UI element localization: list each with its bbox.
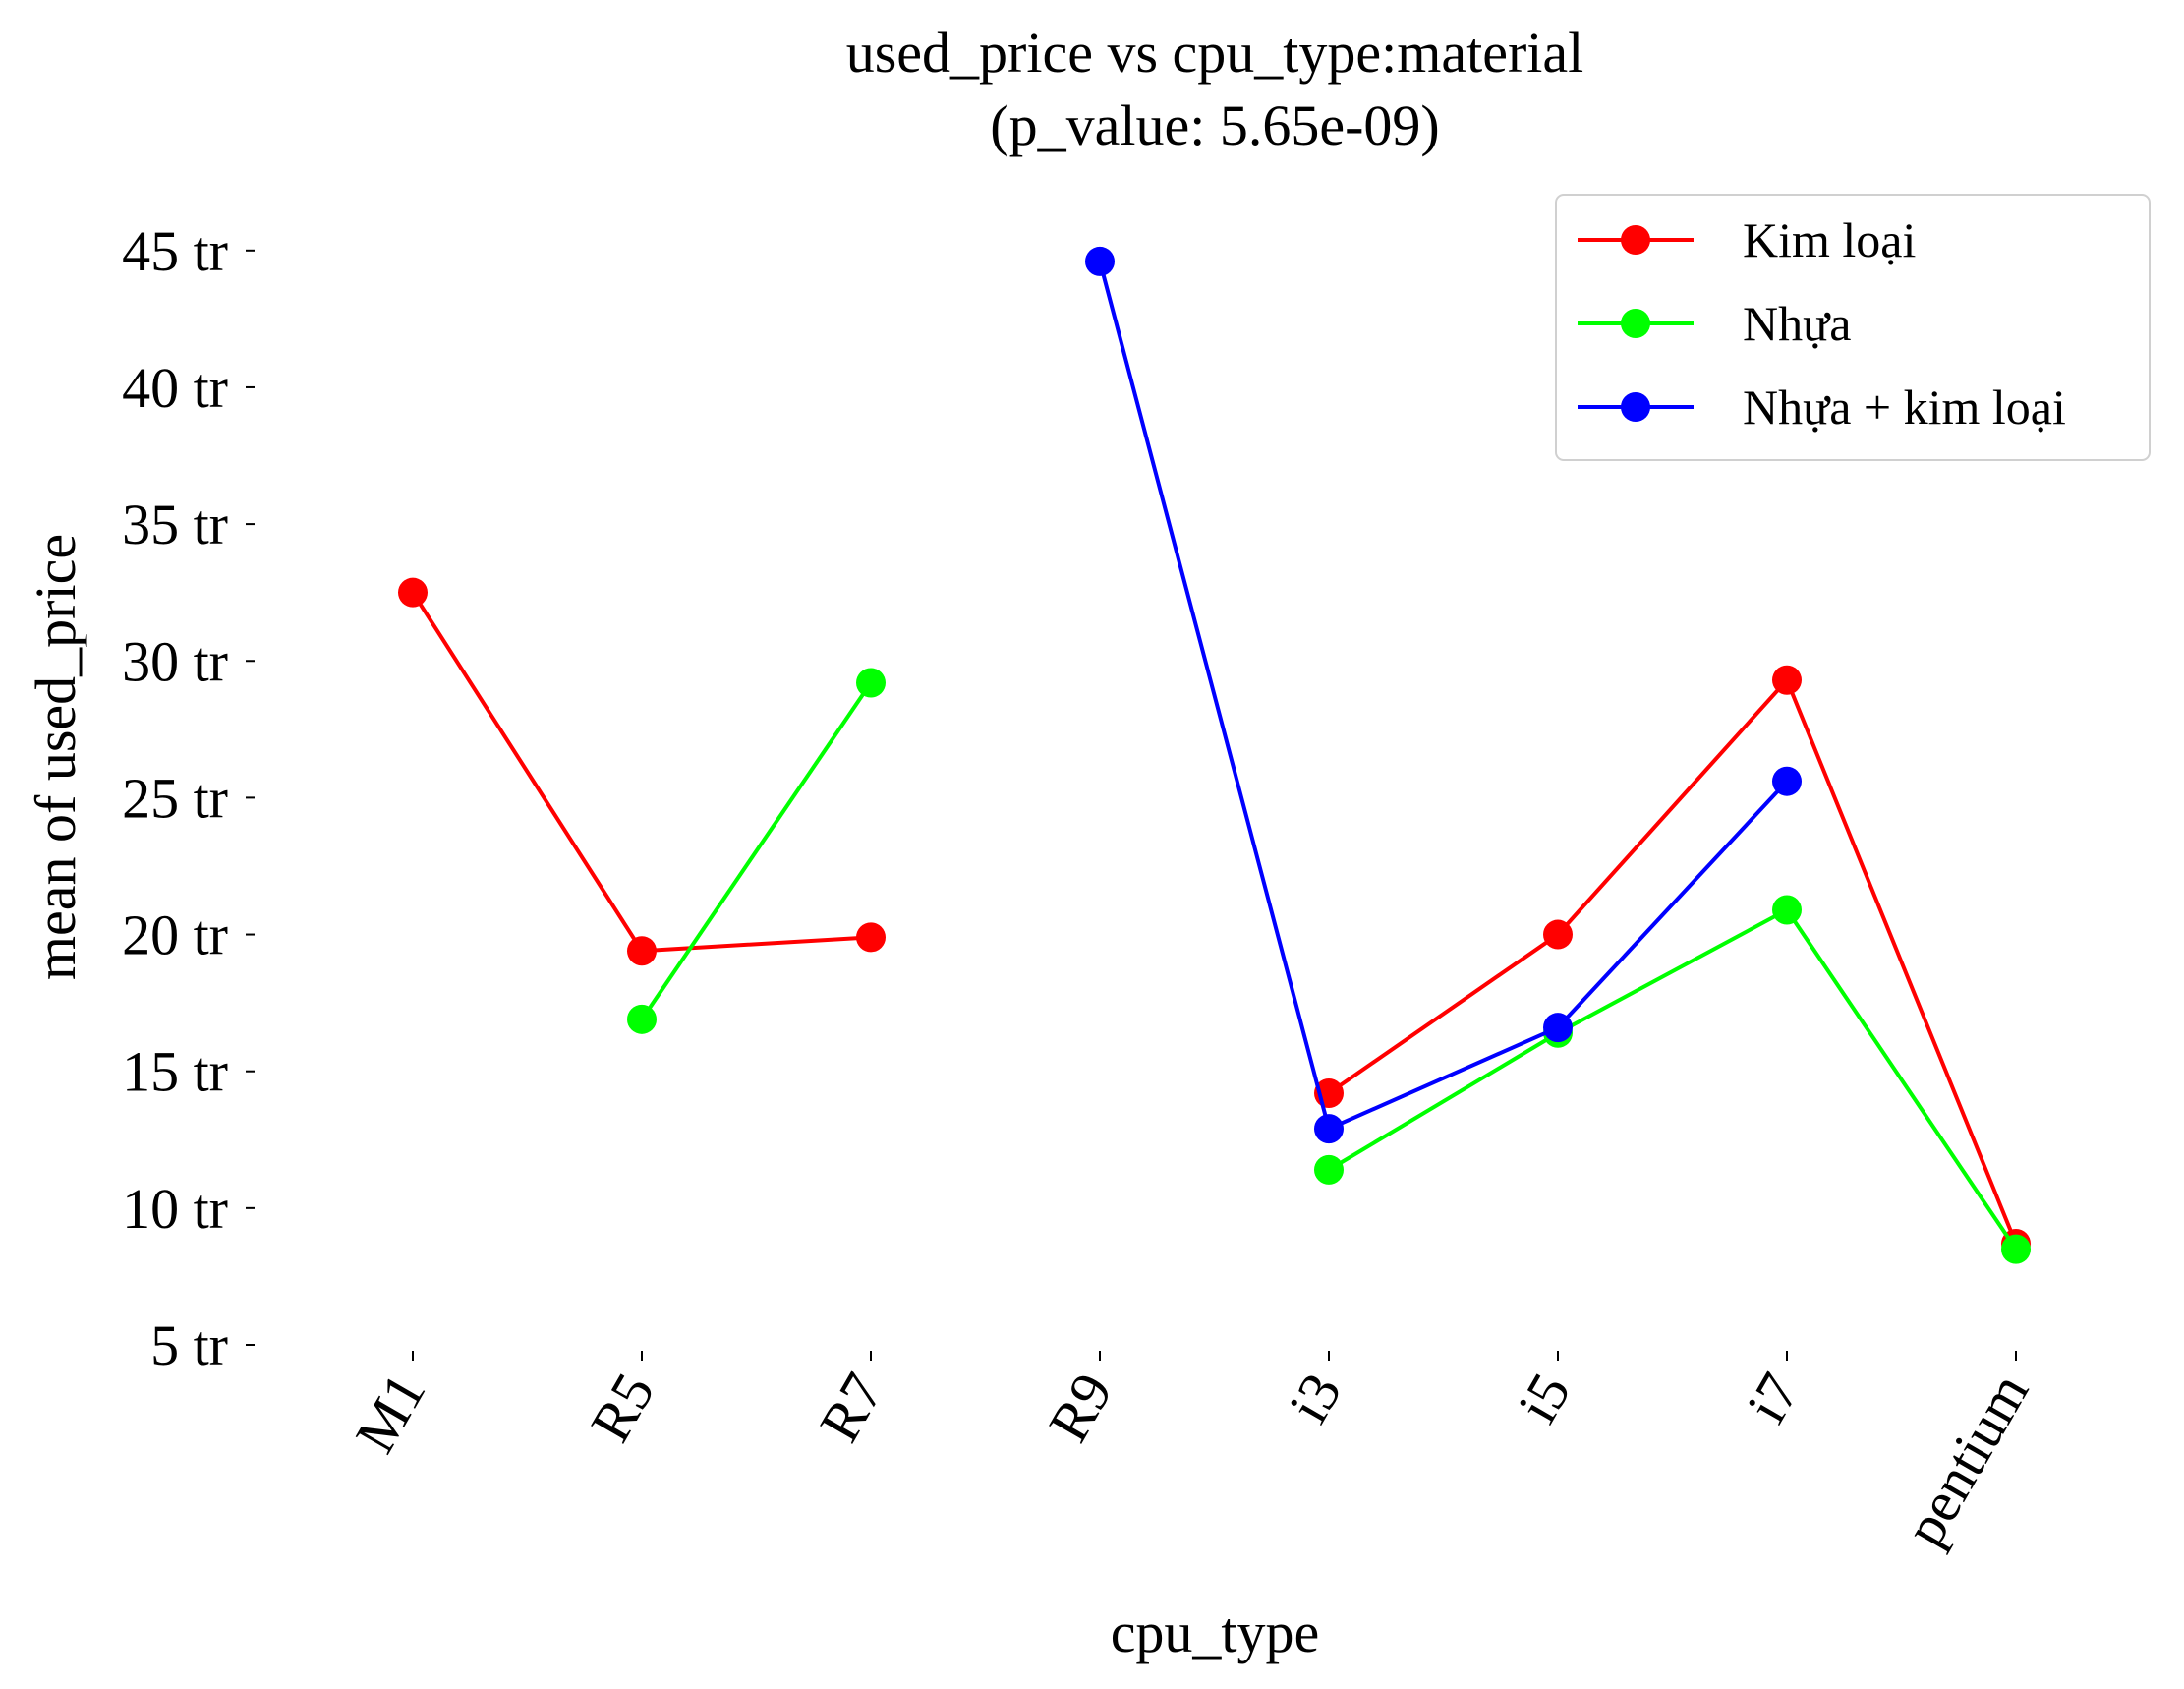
series-line bbox=[1327, 677, 2018, 1245]
legend-item: Kim loại bbox=[1578, 212, 1916, 267]
x-tick-label: i7 bbox=[1734, 1363, 1811, 1433]
data-point bbox=[1314, 1154, 1344, 1185]
series-line bbox=[411, 591, 872, 954]
legend-frame bbox=[1555, 194, 2151, 461]
series-line bbox=[1327, 907, 2018, 1251]
series-3 bbox=[1085, 246, 1802, 1144]
x-tick-label: i5 bbox=[1505, 1363, 1582, 1433]
y-tick-label: 45 tr bbox=[122, 219, 228, 283]
x-axis-ticks: M1 R5 R7 R9 i3 i5 i7 pentium bbox=[343, 1351, 2040, 1556]
x-tick-label: R5 bbox=[578, 1363, 666, 1452]
series-line bbox=[1098, 261, 1789, 1132]
y-tick-label: 25 tr bbox=[122, 766, 228, 830]
y-tick-label: 10 tr bbox=[122, 1177, 228, 1241]
x-axis-label: cpu_type bbox=[1111, 1601, 1320, 1664]
legend-marker bbox=[1621, 225, 1650, 255]
legend-marker bbox=[1621, 309, 1650, 338]
x-tick-label: R9 bbox=[1036, 1363, 1124, 1452]
legend: Kim loại Nhựa Nhựa + kim loại bbox=[1555, 194, 2151, 461]
y-axis-ticks: 5 tr 10 tr 15 tr 20 tr 25 tr 30 tr 35 tr 40 tr 4… bbox=[122, 219, 255, 1377]
legend-label: Kim loại bbox=[1743, 212, 1916, 267]
x-tick-label: M1 bbox=[343, 1363, 438, 1463]
legend-label: Nhựa bbox=[1743, 296, 1851, 351]
y-tick-label: 35 tr bbox=[122, 493, 228, 556]
legend-marker bbox=[1621, 392, 1650, 422]
data-point bbox=[1543, 919, 1573, 950]
series-line bbox=[640, 681, 873, 1020]
data-point bbox=[1543, 1013, 1573, 1043]
data-point bbox=[1772, 895, 1802, 925]
series-layer bbox=[398, 246, 2031, 1264]
y-axis-label: mean of used_price bbox=[24, 534, 87, 980]
data-point bbox=[2001, 1234, 2031, 1264]
legend-item: Nhựa bbox=[1578, 296, 1851, 351]
y-tick-label: 30 tr bbox=[122, 629, 228, 693]
x-tick-label: R7 bbox=[807, 1363, 895, 1452]
y-tick-label: 5 tr bbox=[150, 1313, 228, 1377]
data-point bbox=[1314, 1114, 1344, 1144]
y-tick-label: 20 tr bbox=[122, 903, 228, 967]
data-point bbox=[398, 577, 428, 608]
data-point bbox=[856, 668, 886, 698]
data-point bbox=[1085, 246, 1115, 276]
data-point bbox=[1772, 665, 1802, 695]
x-tick-label: i3 bbox=[1276, 1363, 1353, 1433]
legend-label: Nhựa + kim loại bbox=[1743, 379, 2066, 435]
chart-title: used_price vs cpu_type:material bbox=[846, 21, 1584, 85]
data-point bbox=[627, 1004, 657, 1034]
data-point bbox=[856, 922, 886, 953]
x-tick-label: pentium bbox=[1892, 1363, 2040, 1556]
y-tick-label: 15 tr bbox=[122, 1040, 228, 1104]
chart-subtitle: (p_value: 5.65e-09) bbox=[990, 93, 1439, 157]
legend-item: Nhựa + kim loại bbox=[1578, 379, 2066, 435]
data-point bbox=[627, 936, 657, 966]
y-tick-label: 40 tr bbox=[122, 356, 228, 420]
data-point bbox=[1772, 766, 1802, 796]
